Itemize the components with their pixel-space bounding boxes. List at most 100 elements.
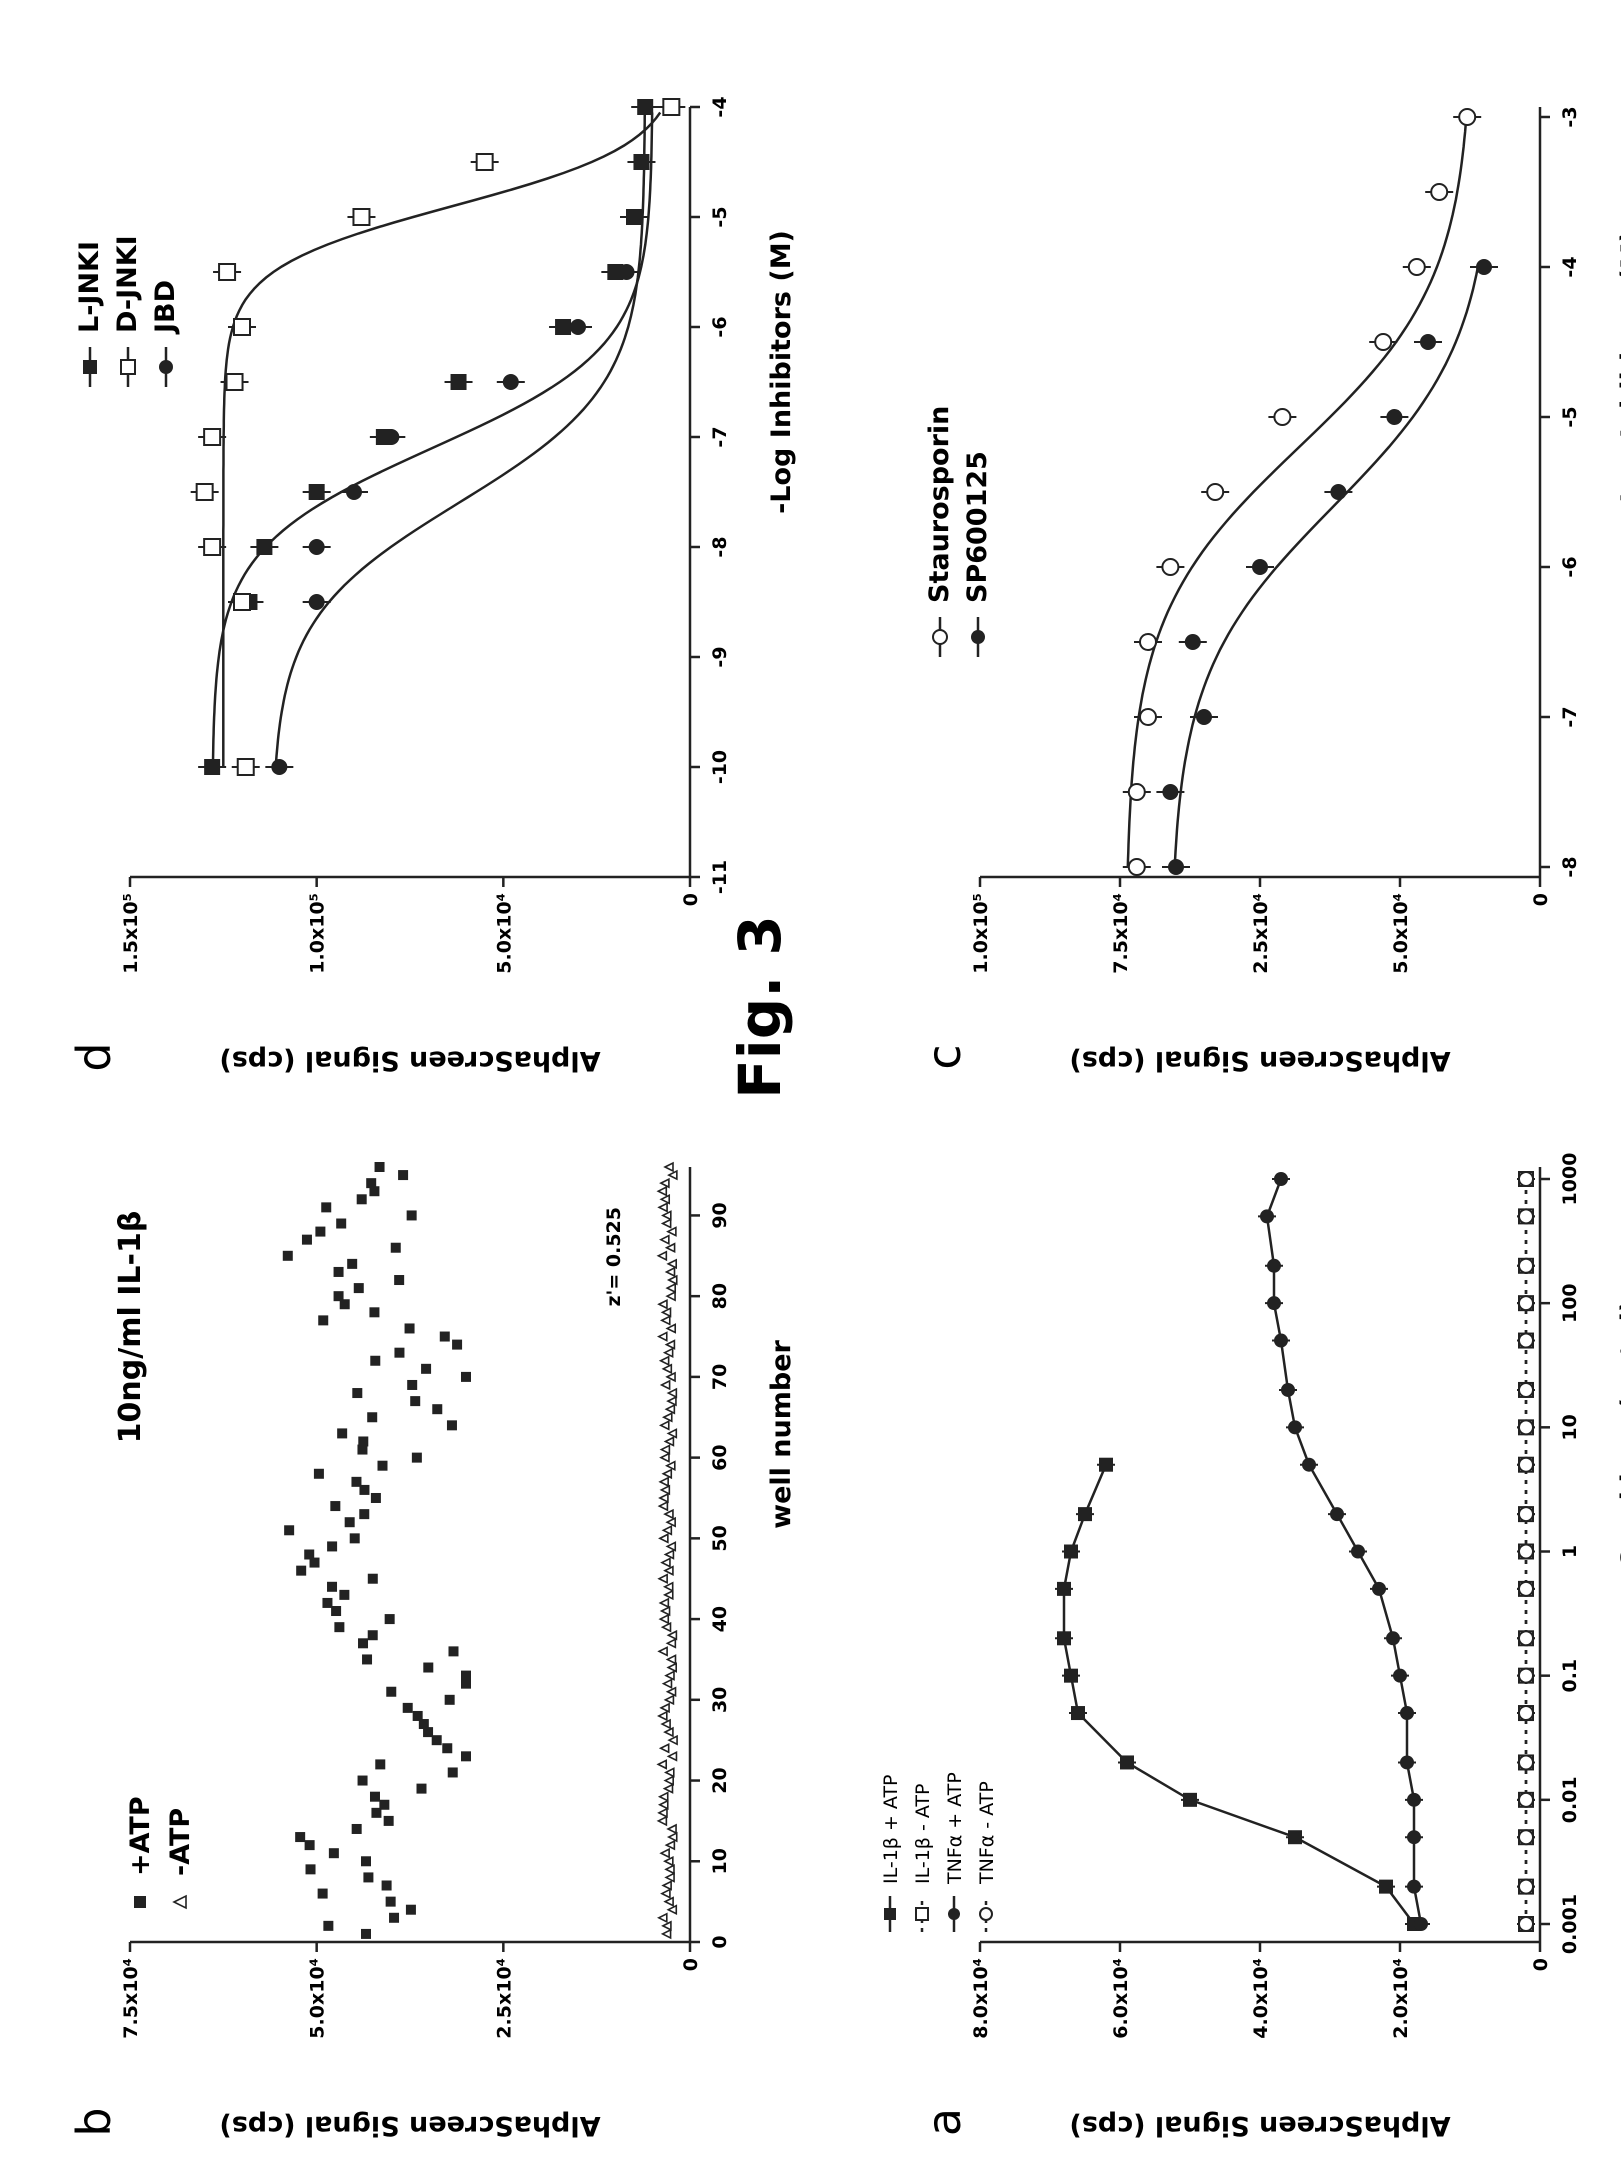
data-point xyxy=(666,1226,677,1237)
data-point xyxy=(305,1864,316,1875)
series-line xyxy=(1265,1178,1423,1925)
data-point xyxy=(1071,1706,1085,1721)
data-point xyxy=(418,1719,429,1730)
data-point xyxy=(256,539,273,555)
data-point xyxy=(1476,259,1492,275)
data-point xyxy=(660,1718,671,1730)
x-tick-label: 0 xyxy=(709,1935,731,1948)
data-point xyxy=(317,1888,328,1899)
data-point xyxy=(362,1654,373,1665)
y-tick-label: 4.0x10⁴ xyxy=(1250,1958,1272,2039)
y-axis-title: AlphaScreen Signal (cps) xyxy=(219,1045,600,1076)
x-axis-title: -Log Inhibitors (M) xyxy=(1616,230,1621,514)
data-point xyxy=(665,1282,677,1294)
data-point xyxy=(1518,1332,1534,1349)
data-point xyxy=(1274,1333,1288,1348)
data-point xyxy=(1400,1755,1414,1770)
data-point xyxy=(659,1315,671,1326)
data-point xyxy=(412,1710,423,1721)
data-point xyxy=(321,1202,332,1213)
x-tick-label: -9 xyxy=(709,646,731,667)
x-tick-label: 70 xyxy=(709,1364,731,1390)
data-point xyxy=(411,1452,422,1463)
data-point xyxy=(1064,1544,1078,1559)
panel-label-b: b xyxy=(67,2107,121,2136)
data-point xyxy=(195,483,214,501)
data-point xyxy=(662,1589,674,1601)
data-point xyxy=(357,1775,368,1786)
data-point xyxy=(1252,559,1268,575)
x-tick-label: -11 xyxy=(709,860,731,894)
data-point xyxy=(304,1840,315,1851)
data-point xyxy=(421,1363,432,1374)
legend-label: TNFα - ATP xyxy=(976,1781,998,1885)
data-point xyxy=(1127,783,1146,801)
data-point xyxy=(439,1331,450,1342)
data-point xyxy=(1518,1916,1534,1932)
data-point xyxy=(1518,1295,1534,1312)
data-point xyxy=(664,1872,675,1883)
data-point xyxy=(446,1420,457,1431)
data-point xyxy=(657,1710,668,1722)
legend-label: IL-1β + ATP xyxy=(880,1774,902,1884)
x-tick-label: -5 xyxy=(1559,406,1581,427)
data-point xyxy=(657,1202,668,1213)
data-point xyxy=(656,1185,668,1197)
series-1: SP600125 xyxy=(962,259,1498,875)
data-point xyxy=(1518,1456,1534,1473)
data-point xyxy=(1518,1419,1534,1436)
data-point xyxy=(664,1460,676,1471)
legend-label: -ATP xyxy=(165,1808,196,1876)
data-point xyxy=(1302,1457,1316,1472)
x-axis-title: well number xyxy=(766,1339,797,1528)
data-point xyxy=(318,1315,329,1326)
y-tick-label: 8.0x10⁴ xyxy=(970,1958,992,2039)
legend-marker xyxy=(159,360,173,374)
data-point xyxy=(390,1242,401,1253)
fit-curve xyxy=(1126,116,1468,868)
data-point xyxy=(1351,1544,1365,1559)
y-tick-label: 0 xyxy=(680,1958,702,1971)
data-point xyxy=(666,1629,678,1641)
legend-label: L-JNKI xyxy=(74,241,105,333)
data-point xyxy=(333,1291,344,1302)
data-point xyxy=(447,1767,458,1778)
data-point xyxy=(661,1678,673,1689)
data-point xyxy=(659,1379,671,1391)
legend-label: JBD xyxy=(150,280,181,335)
data-point xyxy=(1379,1879,1393,1894)
data-point xyxy=(423,1662,434,1673)
x-tick-label: 90 xyxy=(709,1202,731,1228)
data-point xyxy=(377,1460,388,1471)
data-point xyxy=(351,1476,362,1487)
data-point xyxy=(461,1670,471,1681)
data-point xyxy=(369,1186,380,1197)
data-point xyxy=(618,264,635,280)
data-point xyxy=(304,1549,315,1560)
data-point xyxy=(363,1872,374,1883)
data-point xyxy=(367,1573,378,1584)
data-point xyxy=(1518,1705,1534,1722)
panel-b: b 0 2.5x10⁴ 5.0x10⁴ 7.5x10⁴ AlphaScreen Signa… xyxy=(67,1161,797,2141)
data-point xyxy=(1407,1792,1421,1807)
x-tick-label: 100 xyxy=(1559,1283,1581,1323)
data-point xyxy=(327,1541,338,1552)
x-tick-label: 10 xyxy=(709,1848,731,1874)
data-point xyxy=(657,1646,668,1657)
data-point xyxy=(1518,1208,1534,1225)
x-tick-label: -7 xyxy=(709,426,731,447)
data-point xyxy=(659,1605,671,1617)
data-point xyxy=(637,99,654,115)
data-point xyxy=(1407,1879,1421,1894)
data-point xyxy=(665,1290,676,1302)
data-point xyxy=(1139,708,1157,726)
fit-curve xyxy=(222,111,662,767)
data-point xyxy=(659,1484,671,1496)
x-tick-label: 0.01 xyxy=(1559,1776,1581,1823)
data-point xyxy=(360,1928,371,1939)
data-point xyxy=(658,1355,670,1367)
data-point xyxy=(444,1694,455,1705)
y-axis-title: AlphaScreen Signal (cps) xyxy=(1069,1045,1450,1076)
